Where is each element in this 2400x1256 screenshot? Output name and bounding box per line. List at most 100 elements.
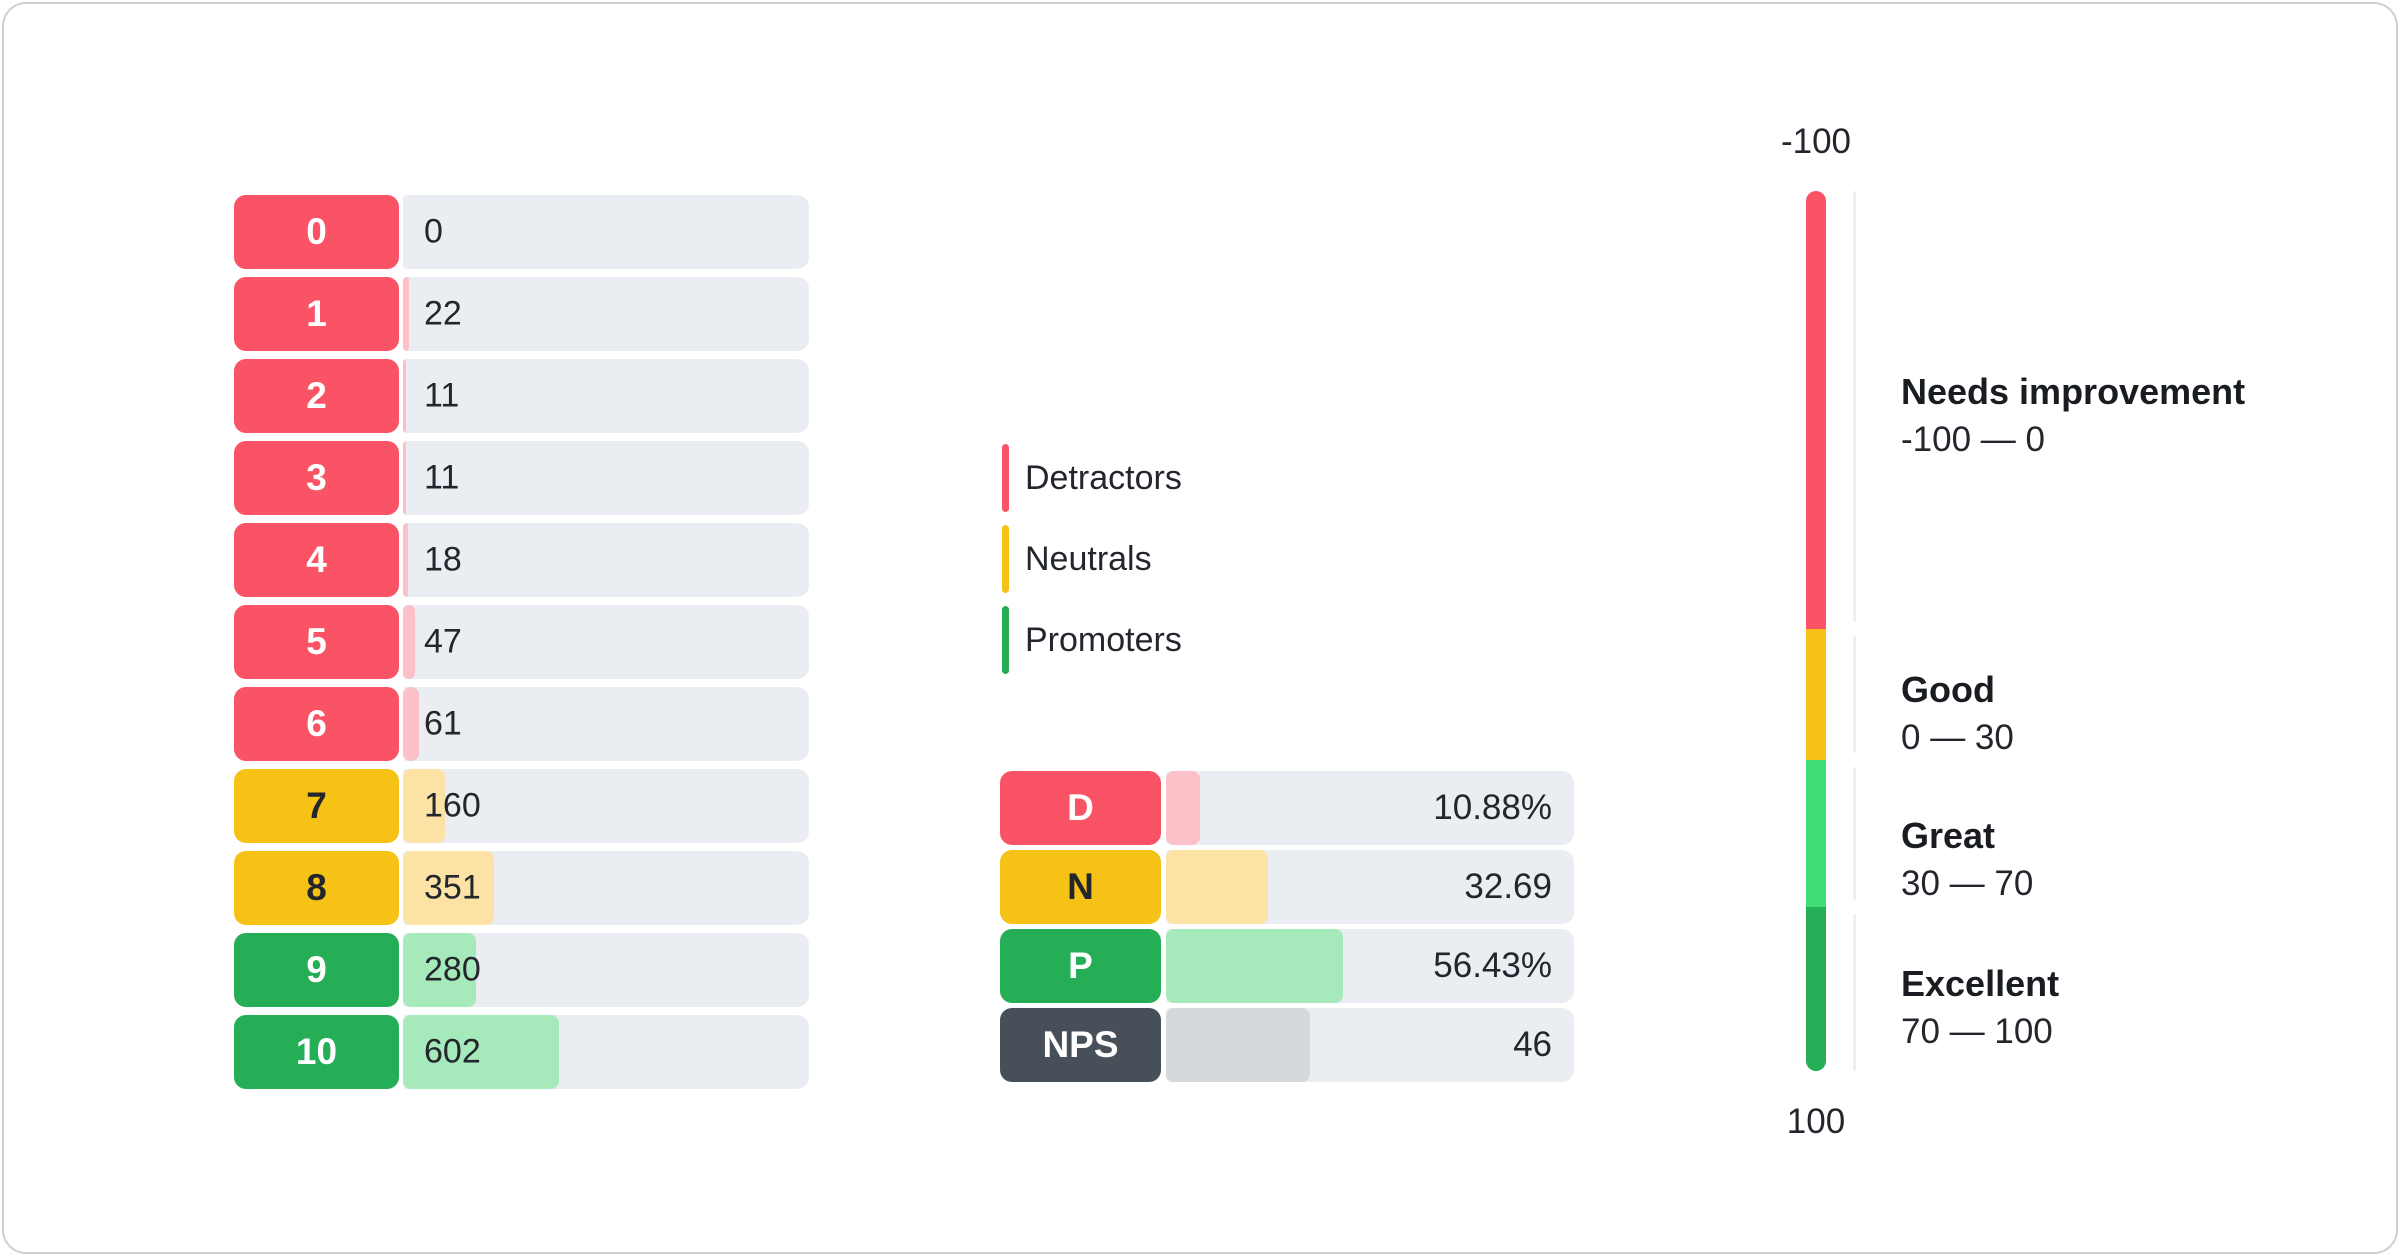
legend-label: Promoters — [1025, 620, 1182, 659]
score-fill — [403, 605, 416, 679]
score-track: 602 — [403, 1015, 809, 1089]
gauge-zone-excellent — [1806, 907, 1826, 1071]
gauge-zone-range: 0 — 30 — [1901, 718, 2014, 757]
score-track: 351 — [403, 851, 809, 925]
score-track: 0 — [403, 195, 809, 269]
legend-label: Neutrals — [1025, 539, 1152, 578]
legend-item-detractors: Detractors — [1002, 444, 1182, 512]
score-row: 4 18 — [234, 523, 809, 597]
summary-track: 10.88% — [1166, 771, 1574, 845]
score-fill — [403, 441, 406, 515]
summary-fill — [1166, 771, 1201, 845]
score-fill — [403, 523, 408, 597]
gauge-zone-title: Needs improvement — [1901, 371, 2246, 412]
score-track: 11 — [403, 441, 809, 515]
score-value: 602 — [424, 1032, 481, 1071]
gauge-zone-good — [1806, 629, 1826, 761]
score-value: 11 — [424, 458, 460, 497]
score-value: 160 — [424, 786, 481, 825]
score-fill — [403, 1015, 560, 1089]
score-row: 7 160 — [234, 769, 809, 843]
score-value: 18 — [424, 540, 462, 579]
score-track: 61 — [403, 687, 809, 761]
score-fill — [403, 687, 419, 761]
summary-track: 46 — [1166, 1008, 1574, 1082]
score-value: 47 — [424, 622, 462, 661]
gauge-zone-title: Great — [1901, 815, 1996, 856]
nps-legend: Detractors Neutrals Promoters — [1002, 444, 1182, 687]
score-badge: 7 — [234, 769, 399, 843]
score-badge: 5 — [234, 605, 399, 679]
score-distribution-chart: 0 0 1 22 2 11 3 11 — [234, 195, 809, 1089]
legend-item-promoters: Promoters — [1002, 606, 1182, 674]
summary-value: 32.69 — [1464, 867, 1552, 906]
score-fill — [403, 933, 476, 1007]
summary-badge: P — [1000, 929, 1161, 1003]
summary-badge: NPS — [1000, 1008, 1161, 1082]
score-fill — [403, 769, 445, 843]
score-badge: 6 — [234, 687, 399, 761]
score-value: 280 — [424, 950, 481, 989]
summary-badge: N — [1000, 850, 1161, 924]
score-track: 18 — [403, 523, 809, 597]
score-row: 9 280 — [234, 933, 809, 1007]
summary-fill — [1166, 929, 1344, 1003]
score-value: 0 — [424, 212, 443, 251]
score-track: 11 — [403, 359, 809, 433]
score-badge: 3 — [234, 441, 399, 515]
score-badge: 8 — [234, 851, 399, 925]
gauge-zone-range: 30 — 70 — [1901, 864, 2034, 903]
summary-row-detractors: D 10.88% — [1000, 771, 1574, 845]
score-row: 6 61 — [234, 687, 809, 761]
score-badge: 4 — [234, 523, 399, 597]
legend-item-neutrals: Neutrals — [1002, 525, 1182, 593]
gauge-zone-great — [1806, 760, 1826, 908]
gauge-zone-needs-improvement — [1806, 191, 1826, 630]
score-fill — [403, 851, 495, 925]
gauge-zone-range: -100 — 0 — [1901, 420, 2045, 459]
score-value: 61 — [424, 704, 462, 743]
score-track: 280 — [403, 933, 809, 1007]
score-row: 10 602 — [234, 1015, 809, 1089]
gauge-axis-line — [1853, 767, 1856, 900]
score-row: 0 0 — [234, 195, 809, 269]
score-value: 22 — [424, 294, 462, 333]
summary-badge: D — [1000, 771, 1161, 845]
summary-row-neutrals: N 32.69 — [1000, 850, 1574, 924]
gauge-zone-range: 70 — 100 — [1901, 1012, 2053, 1051]
neutrals-swatch-icon — [1002, 525, 1009, 593]
summary-value: 46 — [1513, 1025, 1552, 1064]
score-fill — [403, 359, 406, 433]
promoters-swatch-icon — [1002, 606, 1009, 674]
gauge-bar — [1806, 191, 1826, 1071]
score-row: 2 11 — [234, 359, 809, 433]
summary-track: 56.43% — [1166, 929, 1574, 1003]
score-fill — [403, 277, 409, 351]
score-value: 351 — [424, 868, 481, 907]
score-badge: 1 — [234, 277, 399, 351]
score-value: 11 — [424, 376, 460, 415]
score-track: 160 — [403, 769, 809, 843]
summary-row-nps: NPS 46 — [1000, 1008, 1574, 1082]
gauge-zone-title: Good — [1901, 669, 1995, 710]
score-row: 3 11 — [234, 441, 809, 515]
summary-row-promoters: P 56.43% — [1000, 929, 1574, 1003]
score-badge: 10 — [234, 1015, 399, 1089]
gauge-scale-top-label: -100 — [1780, 122, 1852, 161]
gauge-zone-title: Excellent — [1901, 963, 2060, 1004]
score-track: 22 — [403, 277, 809, 351]
score-row: 8 351 — [234, 851, 809, 925]
detractors-swatch-icon — [1002, 444, 1009, 512]
gauge-axis-line — [1853, 914, 1856, 1071]
summary-track: 32.69 — [1166, 850, 1574, 924]
score-track: 47 — [403, 605, 809, 679]
legend-label: Detractors — [1025, 458, 1182, 497]
summary-value: 56.43% — [1433, 946, 1552, 985]
score-badge: 0 — [234, 195, 399, 269]
summary-value: 10.88% — [1433, 788, 1552, 827]
score-row: 1 22 — [234, 277, 809, 351]
summary-fill — [1166, 1008, 1311, 1082]
gauge-axis-line — [1853, 191, 1856, 622]
